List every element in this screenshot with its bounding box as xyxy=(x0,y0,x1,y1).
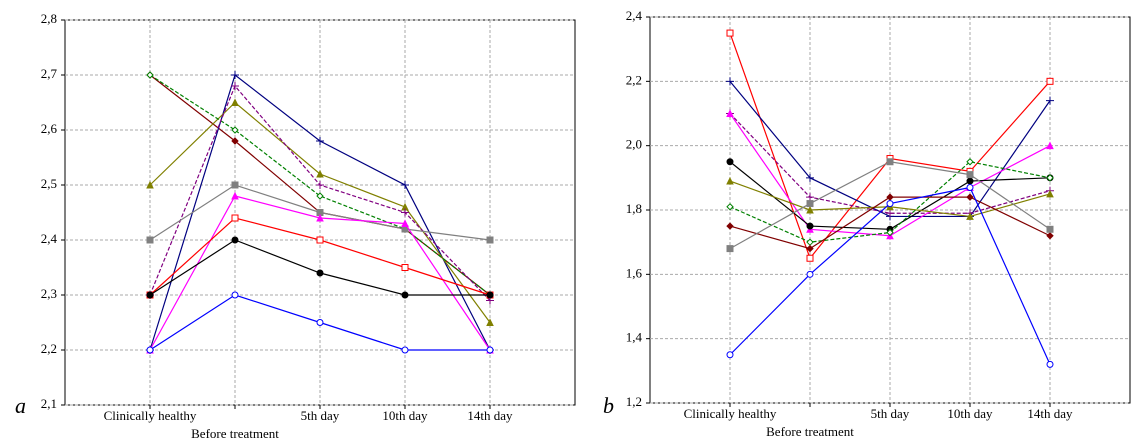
marker xyxy=(231,291,239,299)
y-tick-label: 1,6 xyxy=(626,265,643,280)
marker xyxy=(316,181,324,189)
x-tick-label: 10th day xyxy=(947,406,993,421)
marker xyxy=(1046,77,1054,85)
y-tick-label: 2,6 xyxy=(41,121,58,136)
marker xyxy=(966,158,974,166)
marker xyxy=(806,244,814,253)
marker xyxy=(146,291,154,299)
x-tick-label: Before treatment xyxy=(766,424,854,439)
marker xyxy=(231,82,239,90)
marker xyxy=(1046,96,1054,105)
y-tick-label: 2,1 xyxy=(41,396,57,411)
marker xyxy=(316,269,324,277)
marker xyxy=(726,109,734,117)
marker xyxy=(966,183,974,191)
y-tick-label: 2,0 xyxy=(626,137,642,152)
marker xyxy=(726,245,734,253)
marker xyxy=(486,236,494,244)
marker xyxy=(316,169,324,178)
marker xyxy=(806,193,814,202)
marker xyxy=(231,181,239,189)
marker xyxy=(401,291,409,299)
marker xyxy=(401,208,409,217)
x-tick-label: Clinically healthy xyxy=(104,408,197,423)
y-tick-label: 2,4 xyxy=(41,231,58,246)
marker xyxy=(886,158,894,166)
marker xyxy=(146,346,154,354)
marker xyxy=(726,158,734,166)
marker xyxy=(806,205,814,214)
marker xyxy=(146,180,154,189)
marker xyxy=(726,176,734,185)
x-tick-label: 14th day xyxy=(467,408,513,423)
x-tick-label: 10th day xyxy=(382,408,428,423)
x-tick-label: 5th day xyxy=(301,408,340,423)
marker xyxy=(806,222,814,230)
marker xyxy=(401,264,409,271)
marker xyxy=(486,346,494,354)
marker xyxy=(806,254,814,262)
y-tick-label: 2,8 xyxy=(41,11,57,26)
marker xyxy=(146,236,154,244)
marker xyxy=(1046,360,1054,368)
y-tick-label: 2,2 xyxy=(41,341,57,356)
marker xyxy=(401,181,409,189)
marker xyxy=(806,173,814,182)
x-tick-label: Clinically healthy xyxy=(684,406,777,421)
marker xyxy=(146,71,154,79)
series-line xyxy=(149,74,491,296)
x-tick-label: 5th day xyxy=(871,406,910,421)
y-tick-label: 2,5 xyxy=(41,176,57,191)
y-tick-label: 2,3 xyxy=(41,286,57,301)
marker xyxy=(316,319,324,326)
marker xyxy=(886,228,894,237)
panel-label: a xyxy=(15,393,26,418)
marker xyxy=(231,191,239,200)
marker xyxy=(231,98,239,106)
marker xyxy=(1046,232,1054,240)
marker xyxy=(316,137,324,145)
marker xyxy=(231,71,239,79)
marker xyxy=(886,200,894,208)
marker xyxy=(726,29,734,37)
marker xyxy=(966,171,974,179)
marker xyxy=(316,236,324,244)
marker xyxy=(231,236,239,244)
marker xyxy=(231,214,239,222)
marker xyxy=(966,212,974,220)
marker xyxy=(486,291,494,299)
panel-label: b xyxy=(603,393,614,418)
y-tick-label: 2,7 xyxy=(41,66,58,81)
marker xyxy=(316,192,324,200)
marker xyxy=(806,200,814,208)
x-tick-label: 14th day xyxy=(1027,406,1073,421)
y-tick-label: 1,8 xyxy=(626,201,642,216)
marker xyxy=(231,126,239,134)
marker xyxy=(966,177,974,185)
y-tick-label: 1,4 xyxy=(626,330,643,345)
marker xyxy=(966,193,974,201)
marker xyxy=(401,219,409,227)
marker xyxy=(1046,174,1054,182)
marker xyxy=(486,318,494,326)
marker xyxy=(1046,189,1054,198)
y-tick-label: 2,4 xyxy=(626,8,643,23)
marker xyxy=(316,213,324,222)
marker xyxy=(886,209,894,218)
y-tick-label: 1,2 xyxy=(626,394,642,409)
marker xyxy=(1046,225,1054,233)
x-tick-label: Before treatment xyxy=(191,426,279,441)
marker xyxy=(231,137,239,145)
marker xyxy=(806,270,814,278)
marker xyxy=(726,203,734,211)
marker xyxy=(726,77,734,86)
marker xyxy=(401,346,409,354)
marker xyxy=(726,222,734,230)
marker xyxy=(1046,141,1054,150)
y-tick-label: 2,2 xyxy=(626,72,642,87)
marker xyxy=(726,351,734,359)
